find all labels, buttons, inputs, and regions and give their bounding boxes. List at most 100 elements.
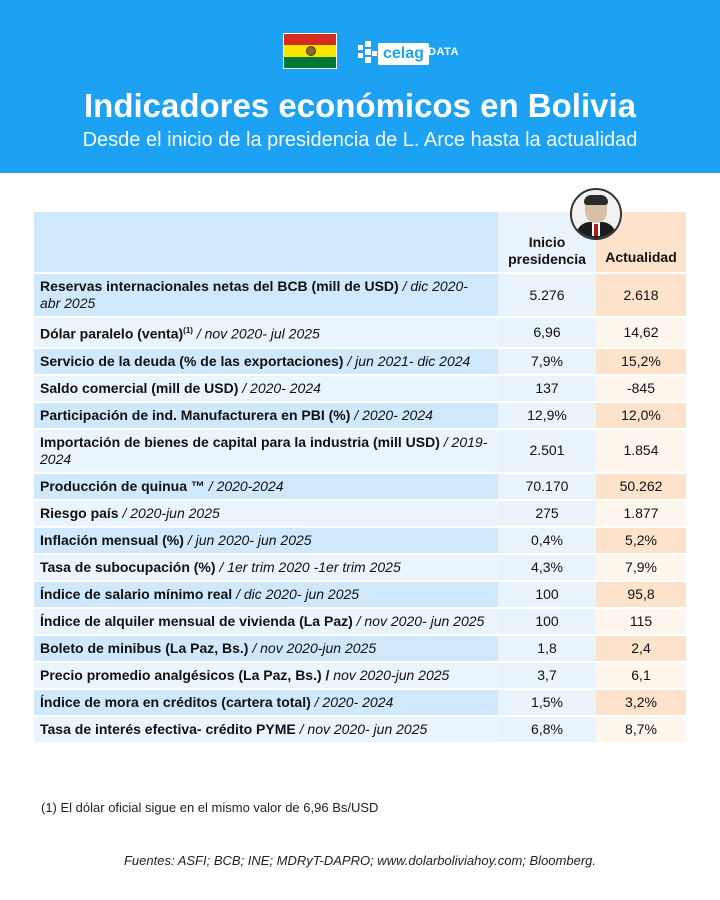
indicator-name: Saldo comercial (mill de USD): [40, 379, 239, 396]
inicio-value-cell: 2.501: [498, 429, 596, 472]
indicator-period: / nov 2020- jul 2025: [192, 325, 320, 342]
indicator-name: Índice de alquiler mensual de vivienda (…: [40, 612, 353, 629]
indicator-name: Índice de mora en créditos (cartera tota…: [40, 693, 311, 710]
page-subtitle: Desde el inicio de la presidencia de L. …: [82, 129, 638, 151]
actualidad-value-cell: 14,62: [596, 318, 686, 347]
indicator-period: / jun 2020- jun 2025: [183, 531, 312, 548]
column-header-actualidad: Actualidad: [596, 212, 686, 272]
indicator-label-cell: Inflación mensual (%) / jun 2020- jun 20…: [34, 527, 498, 553]
indicator-label-cell: Boleto de minibus (La Paz, Bs.) / nov 20…: [34, 635, 498, 661]
actualidad-value-cell: 2.618: [596, 274, 686, 316]
indicator-period: / 2020- 2024: [238, 379, 321, 396]
actualidad-value-cell: 1.877: [596, 500, 686, 526]
inicio-value-cell: 137: [498, 375, 596, 401]
actualidad-value-cell: 115: [596, 608, 686, 634]
indicator-period: / 2020- 2024: [310, 693, 394, 710]
sources-note: Fuentes: ASFI; BCB; INE; MDRyT-DAPRO; ww…: [123, 853, 596, 868]
table-row: Inflación mensual (%) / jun 2020- jun 20…: [34, 527, 686, 553]
indicator-label-cell: Reservas internacionales netas del BCB (…: [34, 274, 498, 316]
actualidad-value-cell: 12,0%: [596, 402, 686, 428]
actualidad-value-cell: 1.854: [596, 429, 686, 472]
actualidad-value-cell: 7,9%: [596, 554, 686, 580]
indicator-name: Importación de bienes de capital para la…: [40, 433, 440, 450]
actualidad-value-cell: 6,1: [596, 662, 686, 688]
indicator-name: Tasa de subocupación (%): [40, 558, 216, 575]
indicator-label-cell: Índice de alquiler mensual de vivienda (…: [34, 608, 498, 634]
inicio-value-cell: 4,3%: [498, 554, 596, 580]
actualidad-value-cell: 5,2%: [596, 527, 686, 553]
indicator-name: Producción de quinua ™: [40, 477, 205, 494]
table-row: Riesgo país / 2020-jun 2025 275 1.877: [34, 500, 686, 526]
table-row: Saldo comercial (mill de USD) / 2020- 20…: [34, 375, 686, 401]
table-row: Producción de quinua ™ / 2020-2024 70.170…: [34, 473, 686, 499]
table-row: Participación de ind. Manufacturera en P…: [34, 402, 686, 428]
header-blank-cell: [34, 212, 498, 272]
table-row: Reservas internacionales netas del BCB (…: [34, 274, 686, 316]
indicator-label-cell: Índice de mora en créditos (cartera tota…: [34, 689, 498, 715]
indicator-period: / dic 2020- jun 2025: [232, 585, 360, 602]
indicator-period: / 2020-jun 2025: [118, 504, 220, 521]
indicator-name: Servicio de la deuda (% de las exportaci…: [40, 352, 344, 369]
indicator-label-cell: Participación de ind. Manufacturera en P…: [34, 402, 498, 428]
inicio-value-cell: 1,8: [498, 635, 596, 661]
indicator-label-cell: Tasa de subocupación (%) / 1er trim 2020…: [34, 554, 498, 580]
actualidad-value-cell: 50.262: [596, 473, 686, 499]
indicator-name: Índice de salario mínimo real: [40, 585, 233, 602]
indicator-label-cell: Índice de salario mínimo real / dic 2020…: [34, 581, 498, 607]
column-header-inicio: Inicio presidencia: [498, 188, 622, 272]
table-row: Índice de alquiler mensual de vivienda (…: [34, 608, 686, 634]
coat-of-arms-icon: [306, 46, 316, 57]
indicator-name: Boleto de minibus (La Paz, Bs.): [40, 639, 249, 656]
indicator-period: nov 2020-jun 2025: [329, 666, 450, 683]
celag-logo: celag DATA: [356, 37, 466, 67]
indicator-name: Riesgo país: [40, 504, 119, 521]
indicator-period: / 2020-2024: [204, 477, 284, 494]
indicator-period: / 2020- 2024: [350, 406, 433, 423]
indicator-name: Tasa de interés efectiva- crédito PYME: [40, 720, 296, 737]
actualidad-value-cell: 8,7%: [596, 716, 686, 742]
brand-suffix: DATA: [428, 46, 459, 58]
table-row: Índice de mora en créditos (cartera tota…: [34, 689, 686, 715]
table-header-row: Inicio presidencia Actualidad: [34, 188, 686, 272]
president-portrait-icon: [570, 188, 622, 240]
indicator-period: / 2019-2024: [40, 433, 488, 467]
indicator-label-cell: Servicio de la deuda (% de las exportaci…: [34, 348, 498, 374]
indicator-label-cell: Tasa de interés efectiva- crédito PYME /…: [34, 716, 498, 742]
table-row: Servicio de la deuda (% de las exportaci…: [34, 348, 686, 374]
inicio-value-cell: 5.276: [498, 274, 596, 316]
indicator-name: Dólar paralelo (venta): [40, 325, 184, 342]
indicator-label-cell: Riesgo país / 2020-jun 2025: [34, 500, 498, 526]
table-row: Tasa de interés efectiva- crédito PYME /…: [34, 716, 686, 742]
indicator-period: / 1er trim 2020 -1er trim 2025: [215, 558, 401, 575]
indicator-period: / nov 2020- jun 2025: [295, 720, 428, 737]
indicator-period: / nov 2020- jun 2025: [352, 612, 485, 629]
brand-name: celag: [378, 43, 429, 65]
inicio-value-cell: 6,96: [498, 318, 596, 347]
inicio-value-cell: 3,7: [498, 662, 596, 688]
footnote-marker: (1): [183, 326, 193, 335]
inicio-value-cell: 100: [498, 608, 596, 634]
table-row: Índice de salario mínimo real / dic 2020…: [34, 581, 686, 607]
inicio-value-cell: 275: [498, 500, 596, 526]
indicator-period: / jun 2021- dic 2024: [343, 352, 471, 369]
column-header-inicio-label: Inicio presidencia: [508, 234, 586, 267]
inicio-value-cell: 7,9%: [498, 348, 596, 374]
inicio-value-cell: 0,4%: [498, 527, 596, 553]
inicio-value-cell: 1,5%: [498, 689, 596, 715]
inicio-value-cell: 70.170: [498, 473, 596, 499]
header-banner: celag DATA Indicadores económicos en Bol…: [0, 0, 720, 173]
indicators-table: Inicio presidencia Actualidad Reservas i…: [34, 188, 686, 744]
actualidad-value-cell: -845: [596, 375, 686, 401]
actualidad-value-cell: 95,8: [596, 581, 686, 607]
indicator-label-cell: Dólar paralelo (venta)(1) / nov 2020- ju…: [34, 318, 498, 347]
actualidad-value-cell: 15,2%: [596, 348, 686, 374]
page-title: Indicadores económicos en Bolivia: [84, 87, 636, 124]
logos-row: celag DATA: [0, 33, 720, 71]
indicator-name: Precio promedio analgésicos (La Paz, Bs.…: [40, 666, 330, 683]
footnote: (1) El dólar oficial sigue en el mismo v…: [41, 800, 379, 815]
table-row: Precio promedio analgésicos (La Paz, Bs.…: [34, 662, 686, 688]
indicator-label-cell: Producción de quinua ™ / 2020-2024: [34, 473, 498, 499]
indicator-label-cell: Precio promedio analgésicos (La Paz, Bs.…: [34, 662, 498, 688]
table-row: Tasa de subocupación (%) / 1er trim 2020…: [34, 554, 686, 580]
inicio-value-cell: 6,8%: [498, 716, 596, 742]
